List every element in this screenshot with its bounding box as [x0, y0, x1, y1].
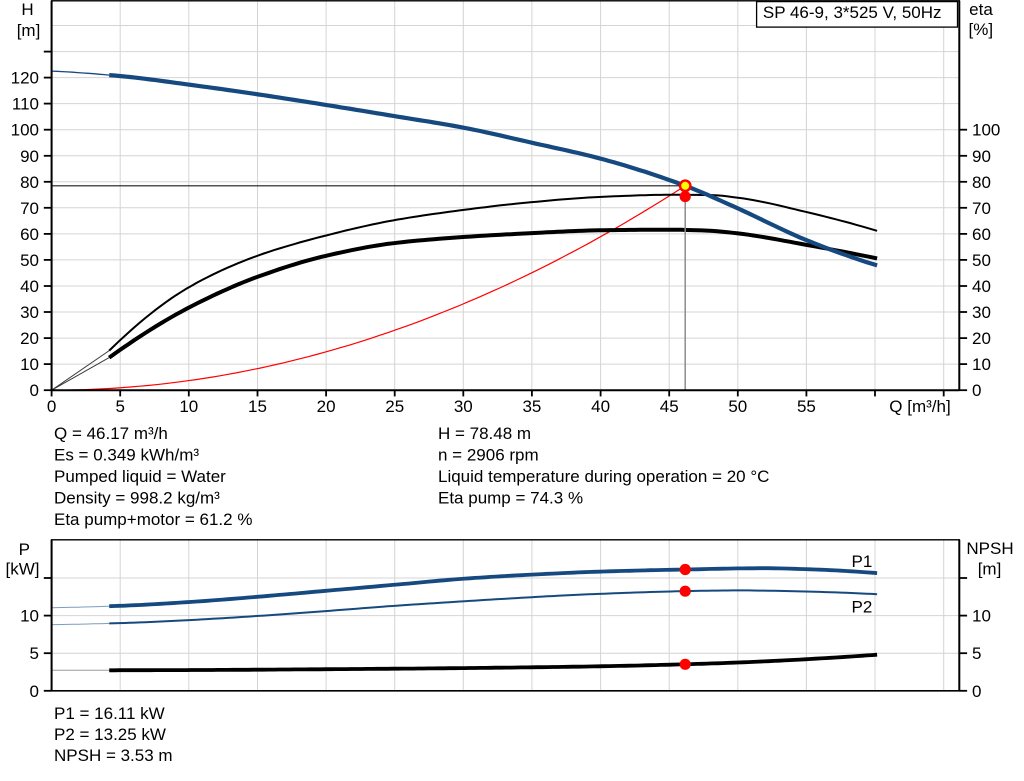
svg-text:20: 20	[972, 329, 991, 348]
svg-text:0: 0	[972, 381, 981, 400]
svg-text:0: 0	[972, 682, 981, 701]
svg-text:NPSH: NPSH	[966, 539, 1013, 558]
svg-text:100: 100	[11, 121, 39, 140]
svg-text:Es = 0.349 kWh/m³: Es = 0.349 kWh/m³	[54, 445, 199, 464]
svg-text:0: 0	[47, 397, 56, 416]
svg-text:P: P	[19, 540, 30, 559]
svg-text:5: 5	[972, 644, 981, 663]
svg-text:25: 25	[385, 397, 404, 416]
svg-text:50: 50	[728, 397, 747, 416]
svg-text:eta: eta	[969, 0, 993, 19]
svg-text:30: 30	[454, 397, 473, 416]
svg-text:Q = 46.17 m³/h: Q = 46.17 m³/h	[54, 424, 168, 443]
svg-text:10: 10	[972, 607, 991, 626]
svg-text:5: 5	[115, 397, 124, 416]
svg-text:55: 55	[797, 397, 816, 416]
svg-text:5: 5	[30, 644, 39, 663]
svg-text:Q [m³/h]: Q [m³/h]	[889, 397, 950, 416]
svg-text:90: 90	[972, 147, 991, 166]
svg-text:[m]: [m]	[978, 560, 1002, 579]
svg-text:n = 2906 rpm: n = 2906 rpm	[438, 445, 539, 464]
svg-text:SP 46-9, 3*525 V, 50Hz: SP 46-9, 3*525 V, 50Hz	[763, 3, 942, 22]
svg-text:50: 50	[20, 251, 39, 270]
svg-text:50: 50	[972, 251, 991, 270]
svg-text:35: 35	[522, 397, 541, 416]
svg-text:20: 20	[20, 329, 39, 348]
svg-text:120: 120	[11, 69, 39, 88]
svg-text:0: 0	[30, 381, 39, 400]
svg-text:[kW]: [kW]	[6, 560, 40, 579]
svg-text:Pumped liquid = Water: Pumped liquid = Water	[54, 467, 226, 486]
svg-text:0: 0	[30, 682, 39, 701]
svg-text:P1 = 16.11 kW: P1 = 16.11 kW	[54, 704, 165, 723]
svg-text:15: 15	[248, 397, 267, 416]
svg-text:60: 60	[972, 225, 991, 244]
svg-text:40: 40	[20, 277, 39, 296]
svg-text:Density = 998.2 kg/m³: Density = 998.2 kg/m³	[54, 488, 220, 507]
svg-text:[m]: [m]	[17, 21, 41, 40]
svg-text:P2 = 13.25 kW: P2 = 13.25 kW	[54, 725, 166, 744]
svg-text:H = 78.48 m: H = 78.48 m	[438, 424, 531, 443]
svg-text:10: 10	[179, 397, 198, 416]
svg-text:30: 30	[20, 303, 39, 322]
svg-text:60: 60	[20, 225, 39, 244]
svg-text:80: 80	[20, 173, 39, 192]
svg-text:Eta pump = 74.3 %: Eta pump = 74.3 %	[438, 488, 583, 507]
svg-text:45: 45	[660, 397, 679, 416]
svg-text:70: 70	[20, 199, 39, 218]
svg-text:110: 110	[12, 95, 39, 114]
svg-text:40: 40	[591, 397, 610, 416]
svg-text:30: 30	[972, 303, 991, 322]
svg-text:70: 70	[972, 199, 991, 218]
svg-text:10: 10	[972, 355, 991, 374]
svg-text:[%]: [%]	[969, 20, 994, 39]
svg-text:Liquid temperature during oper: Liquid temperature during operation = 20…	[438, 467, 769, 486]
svg-text:Eta pump+motor = 61.2 %: Eta pump+motor = 61.2 %	[54, 510, 252, 529]
svg-text:80: 80	[972, 173, 991, 192]
svg-text:10: 10	[20, 607, 39, 626]
svg-text:40: 40	[972, 277, 991, 296]
svg-text:100: 100	[972, 121, 1000, 140]
svg-text:90: 90	[20, 147, 39, 166]
svg-text:P2: P2	[852, 598, 873, 617]
svg-text:P1: P1	[852, 552, 873, 571]
svg-text:10: 10	[20, 355, 39, 374]
svg-text:20: 20	[317, 397, 336, 416]
svg-text:NPSH = 3.53 m: NPSH = 3.53 m	[54, 746, 173, 765]
svg-text:H: H	[21, 0, 33, 19]
